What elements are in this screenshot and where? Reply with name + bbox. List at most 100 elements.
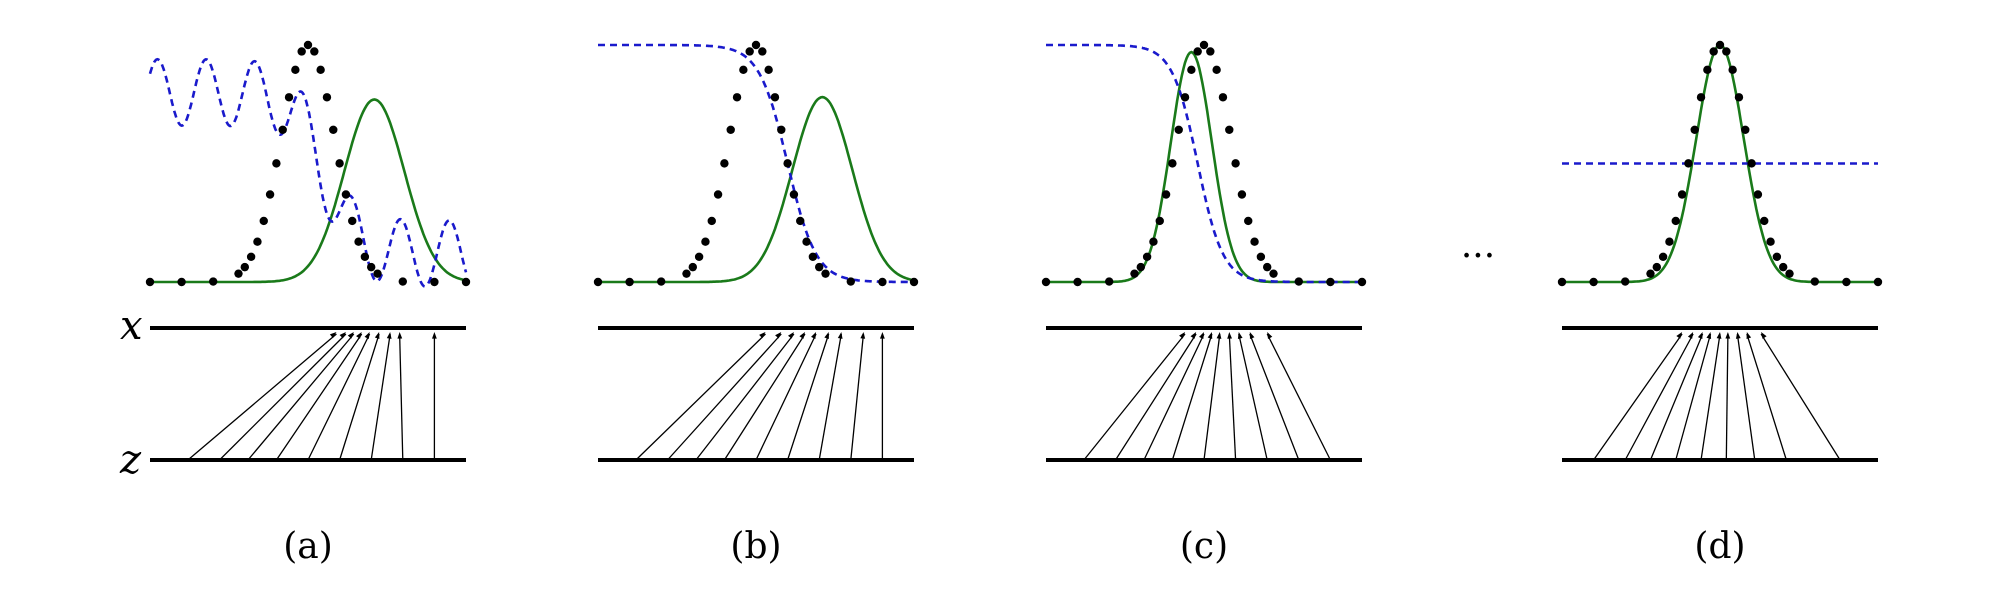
arrow-head [1716,332,1722,339]
data-distribution-dot [1842,277,1851,287]
mapping-arrow [1171,333,1213,461]
data-distribution-dot [1785,269,1794,278]
arrow-head [837,332,843,339]
data-distribution-dot [278,125,287,135]
data-distribution-dot [1589,277,1598,287]
data-distribution-dot [246,252,256,262]
data-distribution-dot [240,262,249,272]
data-distribution-dot [688,262,697,272]
mapping-arrow [667,333,782,461]
data-distribution-dot [1180,93,1190,102]
data-distribution-dot [713,190,723,199]
arrow-head [1216,332,1222,339]
data-distribution-dot [354,237,363,246]
data-distribution-dot [1779,262,1788,272]
data-distribution-dot [707,216,716,226]
arrow-head [879,332,885,339]
data-distribution-dot [1199,40,1209,50]
data-distribution-dot [657,277,666,286]
arrow-head [356,332,362,339]
mapping-arrow [307,333,371,461]
data-distribution-dot [764,65,773,75]
mapping-arrow [635,333,766,461]
panel-d: (d) [1557,40,1883,567]
data-distribution-dot [341,190,351,199]
data-distribution-dot [1715,40,1725,50]
arrow-head [397,332,403,339]
panel-caption: (b) [730,526,781,567]
data-distribution-dot [1658,252,1668,262]
data-distribution-dot [1155,216,1164,226]
data-distribution-dot [303,40,313,50]
arrow-head [1249,332,1255,339]
data-distribution-dot [1225,125,1234,135]
mapping-arrow [723,333,806,461]
data-distribution-dot [732,93,742,102]
arrow-head [1199,332,1204,339]
generator-distribution-curve [150,98,467,284]
panel-caption: (a) [283,526,333,567]
data-distribution-dot [1646,269,1655,278]
data-distribution-dot [1149,237,1158,246]
arrow-head [386,332,392,339]
arrow-head [1725,332,1731,339]
data-distribution-dot [682,269,691,278]
data-distribution-dot [1766,237,1775,246]
data-distribution-dot [1703,65,1712,75]
mapping-arrow [1238,333,1268,461]
data-distribution-dot [1696,93,1706,102]
arrow-head [364,332,370,339]
data-distribution-dot [265,190,275,199]
z-axis-label: z [119,437,142,483]
arrow-head [1179,332,1186,339]
data-distribution-dot [1250,237,1259,246]
data-distribution-dot [1041,277,1051,287]
arrow-head [431,332,437,339]
data-distribution-dot [291,65,300,75]
generator-distribution-curve [598,95,915,284]
data-distribution-dot [322,93,332,102]
arrow-head [775,332,782,339]
data-distribution-dot [209,277,218,286]
data-distribution-dot [329,125,338,135]
arrow-head [1687,332,1694,339]
mapping-arrow [1746,333,1787,461]
data-distribution-dot [461,277,471,287]
data-distribution-dot [1357,277,1367,287]
data-distribution-dot [335,159,344,168]
data-distribution-dot [878,277,887,287]
data-distribution-dot [1130,269,1139,278]
arrow-head [787,332,794,339]
mapping-arrow [695,333,795,461]
data-distribution-dot [297,47,306,56]
mapping-arrow [1249,333,1300,461]
arrow-head [1227,332,1233,339]
data-distribution-dot [234,269,243,278]
data-distribution-dot [821,269,830,278]
mapping-arrow [755,333,817,461]
data-distribution-dot [789,190,799,199]
arrow-head [374,332,380,339]
arrow-head [339,332,346,339]
data-distribution-dot [1677,190,1687,199]
generator-distribution-curve [1046,50,1362,284]
data-distribution-dot [720,159,729,168]
data-distribution-dot [1244,216,1253,226]
data-distribution-dot [783,159,792,168]
discriminator-curve [148,57,468,288]
data-distribution-dot [310,47,319,56]
data-distribution-dot [1557,277,1567,287]
data-distribution-dot [1161,190,1171,199]
data-distribution-dot [1734,93,1744,102]
arrow-head [811,332,817,339]
arrow-head [1706,332,1712,339]
arrow-head [824,332,829,339]
data-distribution-dot [1105,277,1114,286]
panel-b: (b) [593,40,919,567]
data-distribution-dot [1206,47,1215,56]
data-distribution-dot [1212,65,1221,75]
arrow-head [860,332,866,339]
data-distribution-dot [1747,159,1756,168]
mapping-arrow [219,333,347,461]
